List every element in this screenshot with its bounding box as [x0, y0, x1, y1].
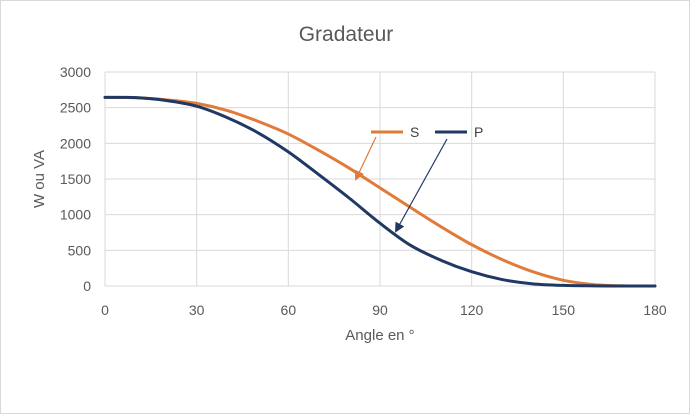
legend-label-p: P [474, 124, 483, 140]
series-lines [103, 95, 657, 288]
y-tick-label-2: 1000 [60, 207, 91, 223]
x-axis-label: Angle en ° [345, 327, 414, 344]
y-tick-label-6: 3000 [60, 64, 91, 80]
y-tick-label-4: 2000 [60, 135, 91, 151]
y-tick-label-5: 2500 [60, 100, 91, 116]
legend-label-s: S [410, 124, 419, 140]
x-tick-label-0: 0 [101, 302, 109, 318]
y-tick-label-1: 500 [68, 242, 92, 258]
annotation-arrow-s [354, 136, 377, 181]
y-axis-label: W ou VA [31, 150, 48, 208]
x-tick-label-2: 60 [281, 302, 297, 318]
tick-labels: 0 500 1000 1500 2000 2500 3000 0 30 60 90 120 150 180 [60, 64, 667, 318]
x-tick-label-6: 180 [643, 302, 667, 318]
y-tick-label-3: 1500 [60, 171, 91, 187]
legend: S P [371, 124, 483, 140]
annotation-arrow-p [395, 138, 448, 233]
x-tick-label-5: 150 [552, 302, 576, 318]
x-tick-label-4: 120 [460, 302, 484, 318]
chart-title: Gradateur [299, 23, 394, 46]
series-line-p [103, 95, 657, 288]
x-tick-label-1: 30 [189, 302, 205, 318]
y-tick-label-0: 0 [83, 278, 91, 294]
series-line-s [103, 95, 657, 288]
x-tick-label-3: 90 [372, 302, 388, 318]
